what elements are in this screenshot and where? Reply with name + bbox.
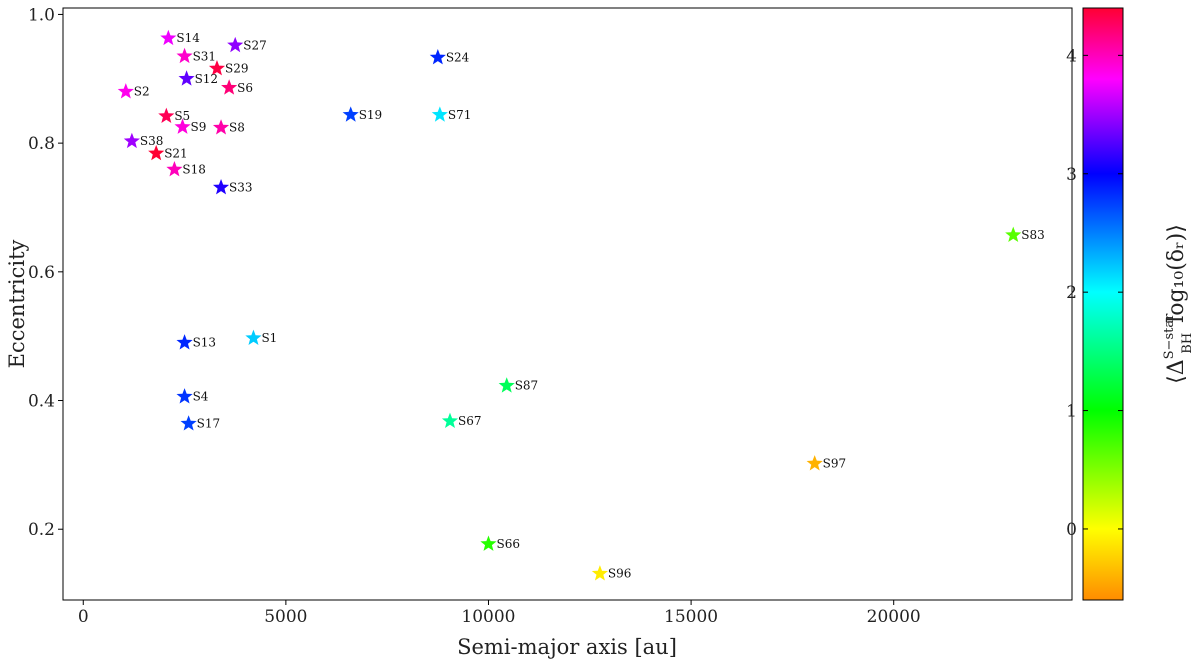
- point-label-s13: S13: [193, 336, 217, 350]
- x-tick-label: 10000: [461, 607, 515, 627]
- point-label-s83: S83: [1021, 228, 1044, 242]
- point-s6: [221, 79, 238, 95]
- y-axis-ticks: 0.2 0.4 0.6 0.8 1.0: [28, 5, 63, 540]
- point-label-s19: S19: [359, 108, 383, 122]
- point-label-s97: S97: [823, 457, 847, 471]
- point-s66: [480, 535, 497, 551]
- point-s8: [212, 119, 230, 135]
- point-label-s12: S12: [195, 72, 219, 86]
- y-tick-label: 1.0: [28, 5, 55, 25]
- point-label-s6: S6: [237, 81, 253, 95]
- point-s67: [441, 412, 459, 428]
- point-label-s24: S24: [446, 51, 470, 65]
- point-label-s9: S9: [191, 120, 207, 134]
- y-tick-label: 0.2: [28, 520, 55, 540]
- point-s5: [158, 107, 175, 123]
- point-label-s14: S14: [176, 31, 200, 45]
- colorbar-title: ⟨ΔS−star BH log₁₀(δᵣ)⟩: [1162, 224, 1195, 384]
- point-s38: [123, 132, 140, 149]
- point-s1: [245, 329, 262, 345]
- point-label-s66: S66: [496, 537, 520, 551]
- colorbar-title-sup: S−star: [1162, 313, 1177, 359]
- x-tick-label: 5000: [264, 607, 307, 627]
- point-label-s71: S71: [448, 108, 472, 122]
- colorbar-tick-label: 2: [1066, 283, 1077, 303]
- point-s14: [160, 29, 177, 46]
- point-s24: [429, 49, 446, 65]
- point-s19: [342, 106, 359, 122]
- point-s12: [178, 70, 195, 86]
- point-label-s5: S5: [174, 109, 190, 123]
- point-s27: [227, 36, 244, 53]
- colorbar-tick-label: 1: [1066, 402, 1077, 422]
- point-s96: [591, 565, 608, 581]
- point-label-s21: S21: [164, 146, 188, 160]
- colorbar-title-main: ⟨Δ: [1164, 359, 1189, 383]
- colorbar-tick-label: 3: [1066, 165, 1077, 185]
- point-s13: [176, 334, 193, 350]
- point-s97: [806, 455, 823, 471]
- plot-area: [62, 7, 1073, 601]
- x-tick-label: 0: [78, 607, 89, 627]
- point-s17: [180, 415, 197, 431]
- point-s18: [166, 161, 183, 177]
- point-label-s67: S67: [458, 414, 482, 428]
- y-tick-label: 0.4: [28, 392, 55, 412]
- colorbar: [1082, 7, 1124, 601]
- point-label-s17: S17: [197, 417, 221, 431]
- colorbar-ticks: 0 1 2 3 4: [1066, 46, 1123, 540]
- point-s83: [1005, 226, 1022, 243]
- point-label-s18: S18: [182, 163, 206, 177]
- point-s2: [117, 83, 134, 99]
- point-label-s1: S1: [261, 331, 277, 345]
- colorbar-tick-label: 0: [1066, 520, 1077, 540]
- x-tick-label: 15000: [664, 607, 718, 627]
- x-axis-title: Semi-major axis [au]: [457, 635, 677, 659]
- point-label-s4: S4: [193, 390, 209, 404]
- point-s9: [174, 118, 191, 134]
- point-s29: [208, 59, 226, 76]
- x-tick-label: 20000: [867, 607, 921, 627]
- point-label-s8: S8: [229, 121, 245, 135]
- point-label-s29: S29: [225, 61, 249, 75]
- point-label-s33: S33: [229, 181, 253, 195]
- x-axis-ticks: 0 5000 10000 15000 20000: [78, 600, 921, 627]
- point-s71: [431, 106, 448, 122]
- y-tick-label: 0.6: [28, 263, 55, 283]
- point-label-s27: S27: [243, 38, 267, 52]
- colorbar-tick-label: 4: [1066, 46, 1077, 66]
- point-s87: [498, 377, 515, 393]
- y-axis-title: Eccentricity: [5, 239, 29, 368]
- point-s33: [212, 179, 230, 195]
- point-label-s2: S2: [134, 85, 150, 99]
- y-tick-label: 0.8: [28, 134, 55, 154]
- colorbar-title-sub: BH: [1180, 333, 1195, 354]
- point-s4: [176, 388, 193, 404]
- point-label-s31: S31: [193, 49, 217, 63]
- point-s31: [176, 47, 193, 64]
- colorbar-title-tail: log₁₀(δᵣ)⟩: [1164, 224, 1189, 323]
- point-s21: [148, 144, 165, 161]
- point-label-s96: S96: [608, 567, 632, 581]
- point-label-s87: S87: [515, 379, 539, 393]
- point-label-s38: S38: [140, 134, 164, 148]
